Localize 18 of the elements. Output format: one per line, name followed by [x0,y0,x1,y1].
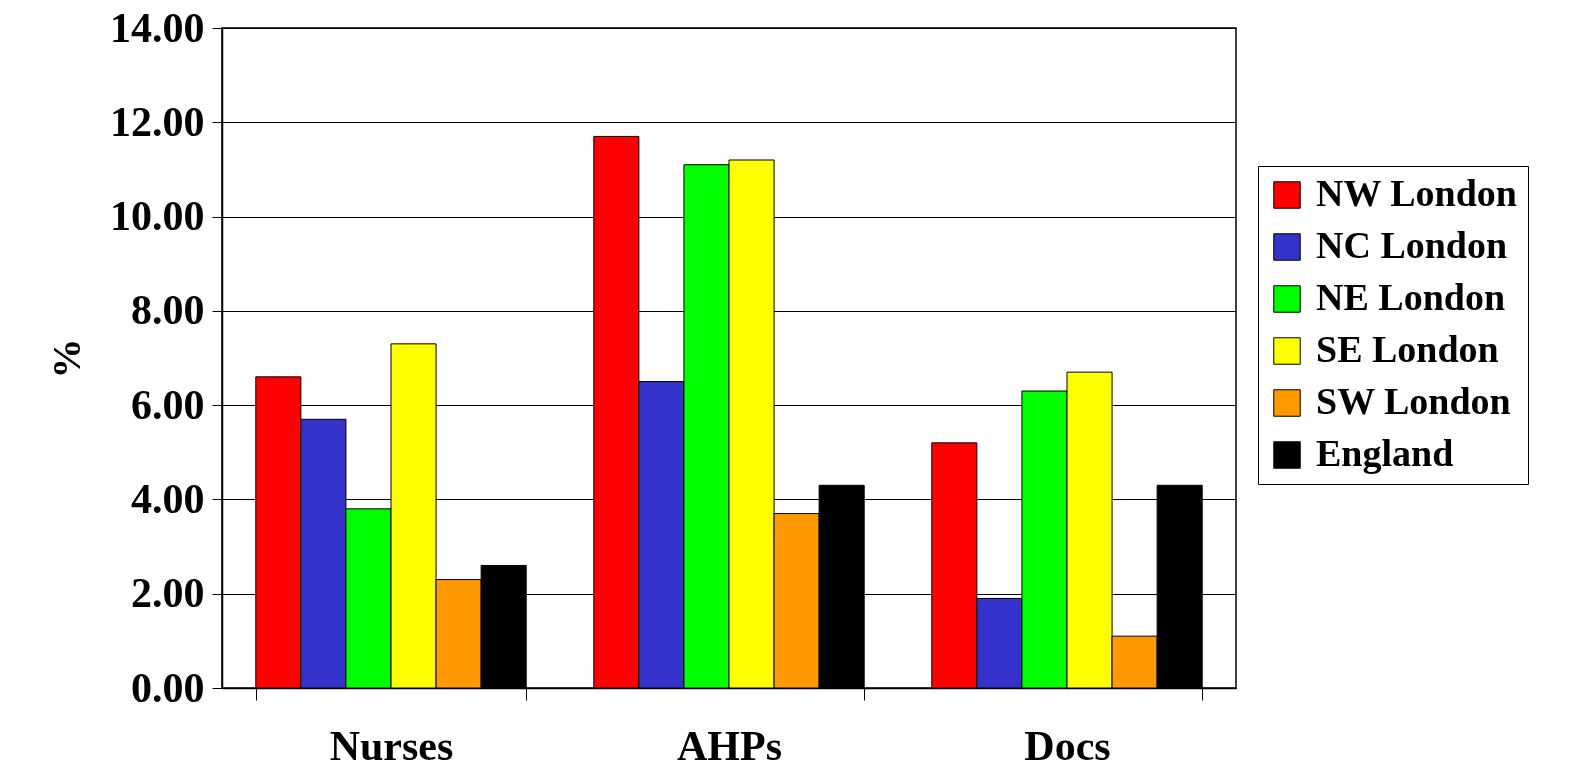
y-tick-label: 12.00 [110,98,205,145]
y-axis-title: % [44,338,89,379]
legend-label: NW London [1316,172,1518,214]
x-tick-label: Docs [1024,722,1111,769]
y-tick-label: 10.00 [110,193,205,240]
y-tick-label: 14.00 [110,4,205,51]
y-tick-label: 8.00 [131,287,205,334]
legend-label: SE London [1316,328,1499,370]
legend-label: NE London [1316,276,1506,318]
x-tick-label: AHPs [677,722,782,769]
legend-label: NC London [1316,224,1508,266]
legend-label: England [1316,432,1454,474]
y-tick-label: 4.00 [131,475,205,522]
y-tick-label: 6.00 [131,381,205,428]
legend-label: SW London [1316,380,1511,422]
y-tick-label: 2.00 [131,570,205,617]
y-tick-label: 0.00 [131,664,205,711]
x-tick-label: Nurses [329,722,454,769]
